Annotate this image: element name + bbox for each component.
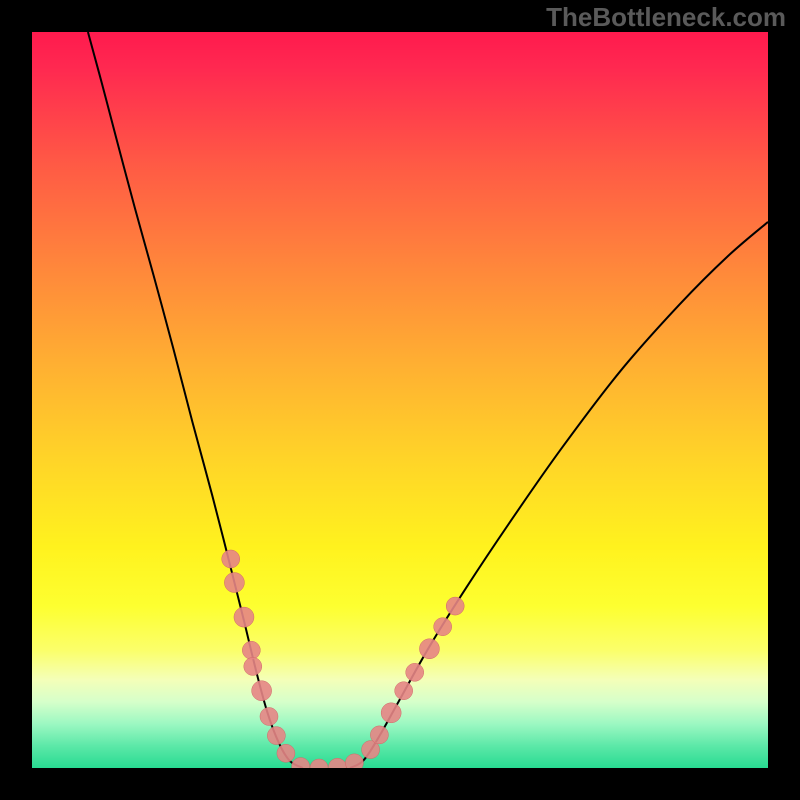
data-markers	[222, 550, 464, 768]
data-marker	[381, 703, 401, 723]
left-curve	[88, 32, 303, 768]
data-marker	[277, 744, 295, 762]
data-marker	[222, 550, 240, 568]
data-marker	[395, 682, 413, 700]
data-marker	[242, 641, 260, 659]
data-marker	[267, 727, 285, 745]
right-curve	[350, 222, 768, 768]
data-marker	[328, 758, 346, 768]
data-marker	[252, 681, 272, 701]
data-marker	[234, 607, 254, 627]
chart-container: TheBottleneck.com	[0, 0, 800, 800]
data-marker	[419, 639, 439, 659]
data-marker	[260, 707, 278, 725]
data-marker	[370, 726, 388, 744]
data-marker	[434, 618, 452, 636]
data-marker	[345, 754, 363, 768]
curve-layer	[32, 32, 768, 768]
data-marker	[446, 597, 464, 615]
data-marker	[244, 657, 262, 675]
data-marker	[406, 663, 424, 681]
data-marker	[310, 759, 328, 768]
watermark-text: TheBottleneck.com	[546, 2, 786, 33]
data-marker	[292, 758, 310, 768]
plot-area	[32, 32, 768, 768]
data-marker	[224, 573, 244, 593]
